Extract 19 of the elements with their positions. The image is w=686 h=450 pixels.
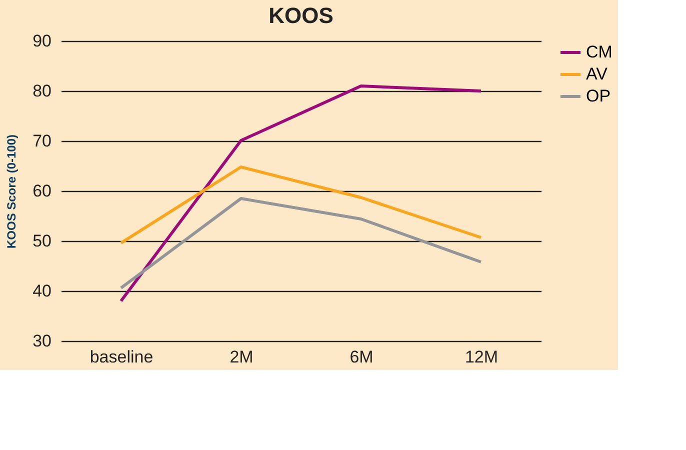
x-tick-label: 12M xyxy=(464,348,498,366)
x-tick-label: 6M xyxy=(350,348,374,366)
y-tick-label: 50 xyxy=(32,232,52,250)
y-tick-label: 70 xyxy=(32,132,52,150)
y-tick-label: 80 xyxy=(32,82,52,100)
legend-label: OP xyxy=(586,86,611,106)
y-tick-label: 40 xyxy=(32,282,52,300)
y-tick-label: 30 xyxy=(32,332,52,350)
chart-title: KOOS xyxy=(268,3,334,28)
y-axis-title: KOOS Score (0-100) xyxy=(4,134,19,249)
line-series xyxy=(120,84,482,302)
x-tick-label: 2M xyxy=(230,348,254,366)
line-series xyxy=(120,166,482,244)
y-tick-label: 60 xyxy=(32,182,52,200)
legend-label: AV xyxy=(586,64,608,84)
line-series xyxy=(120,197,482,290)
y-tick-label: 90 xyxy=(32,32,52,50)
x-tick-label: baseline xyxy=(90,348,154,366)
legend-label: CM xyxy=(586,42,612,62)
